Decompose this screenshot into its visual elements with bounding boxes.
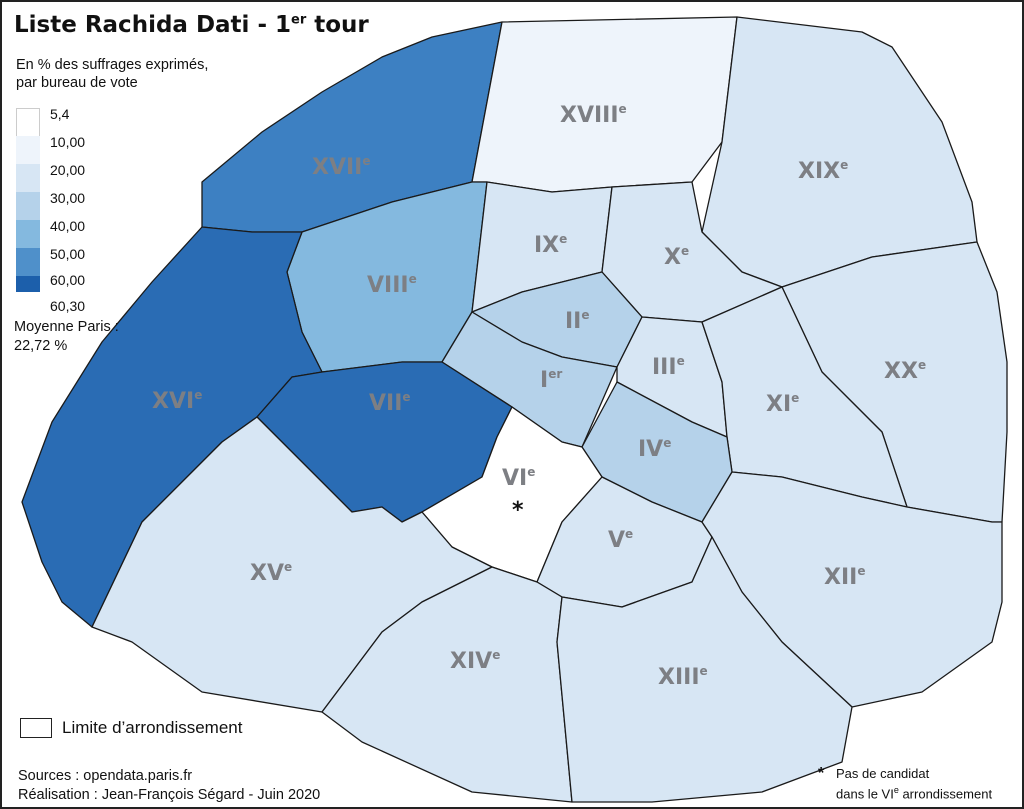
legend-swatch-1 <box>16 136 40 164</box>
district-label-xii: XIIe <box>824 564 865 590</box>
district-label-xi: XIe <box>766 391 799 417</box>
legend-label-7: 60,30 <box>50 298 86 314</box>
district-label-xx: XXe <box>884 358 926 384</box>
no-candidate-line-1: Pas de candidat <box>836 766 930 781</box>
district-label-x: Xe <box>664 244 689 270</box>
district-xiii <box>556 536 853 803</box>
district-limit-swatch <box>20 718 52 738</box>
district-xv <box>91 416 493 713</box>
district-label-xvii: XVIIe <box>312 154 371 180</box>
legend-label-1: 10,00 <box>50 134 86 150</box>
legend-label-6: 60,00 <box>50 272 86 288</box>
map-title: Liste Rachida Dati - 1er tour <box>14 12 369 38</box>
no-candidate-asterisk-icon: * <box>512 498 524 523</box>
legend-label-3: 30,00 <box>50 190 86 206</box>
district-label-ix: IXe <box>534 232 567 258</box>
legend-swatch-2 <box>16 164 40 192</box>
district-label-iii: IIIe <box>652 354 685 380</box>
district-label-i: Ier <box>540 367 562 393</box>
district-label-xvi: XVIe <box>152 388 202 414</box>
district-label-xiv: XIVe <box>450 648 500 674</box>
district-label-xviii: XVIIIe <box>560 102 627 128</box>
district-label-xiii: XIIIe <box>658 664 708 690</box>
sources: Sources : opendata.paris.fr Réalisation … <box>18 767 320 805</box>
credit-line: Réalisation : Jean-François Ségard - Jui… <box>18 787 321 803</box>
legend-label-4: 40,00 <box>50 218 86 234</box>
district-label-vi: VIe <box>502 465 535 491</box>
legend-swatch-5 <box>16 248 40 276</box>
district-limit-label: Limite d’arrondissement <box>62 718 243 737</box>
legend-label-0: 5,4 <box>50 106 70 122</box>
district-label-vii: VIIe <box>369 390 411 416</box>
legend-swatch-3 <box>16 192 40 220</box>
district-xix <box>701 16 978 288</box>
no-candidate-line-2: dans le VIe arrondissement <box>836 785 993 802</box>
legend-label-2: 20,00 <box>50 162 86 178</box>
average-label: Moyenne Paris : <box>14 319 119 335</box>
asterisk-icon: * <box>818 765 825 782</box>
legend-label-5: 50,00 <box>50 246 86 262</box>
district-label-viii: VIIIe <box>367 272 417 298</box>
district-label-xix: XIXe <box>798 158 848 184</box>
sources-line: Sources : opendata.paris.fr <box>18 768 193 784</box>
legend-swatch-0 <box>16 108 40 138</box>
district-label-iv: IVe <box>638 436 671 462</box>
paris-average: Moyenne Paris : 22,72 % <box>14 318 174 356</box>
average-value: 22,72 % <box>14 338 68 354</box>
district-label-v: Ve <box>608 527 633 553</box>
district-label-xv: XVe <box>250 560 292 586</box>
map-subtitle: En % des suffrages exprimés, par bureau … <box>16 56 256 92</box>
subtitle-line-2: par bureau de vote <box>16 75 138 91</box>
legend-swatch-6 <box>16 276 40 292</box>
subtitle-line-1: En % des suffrages exprimés, <box>16 57 209 73</box>
legend-swatch-4 <box>16 220 40 248</box>
district-label-ii: IIe <box>565 308 590 334</box>
